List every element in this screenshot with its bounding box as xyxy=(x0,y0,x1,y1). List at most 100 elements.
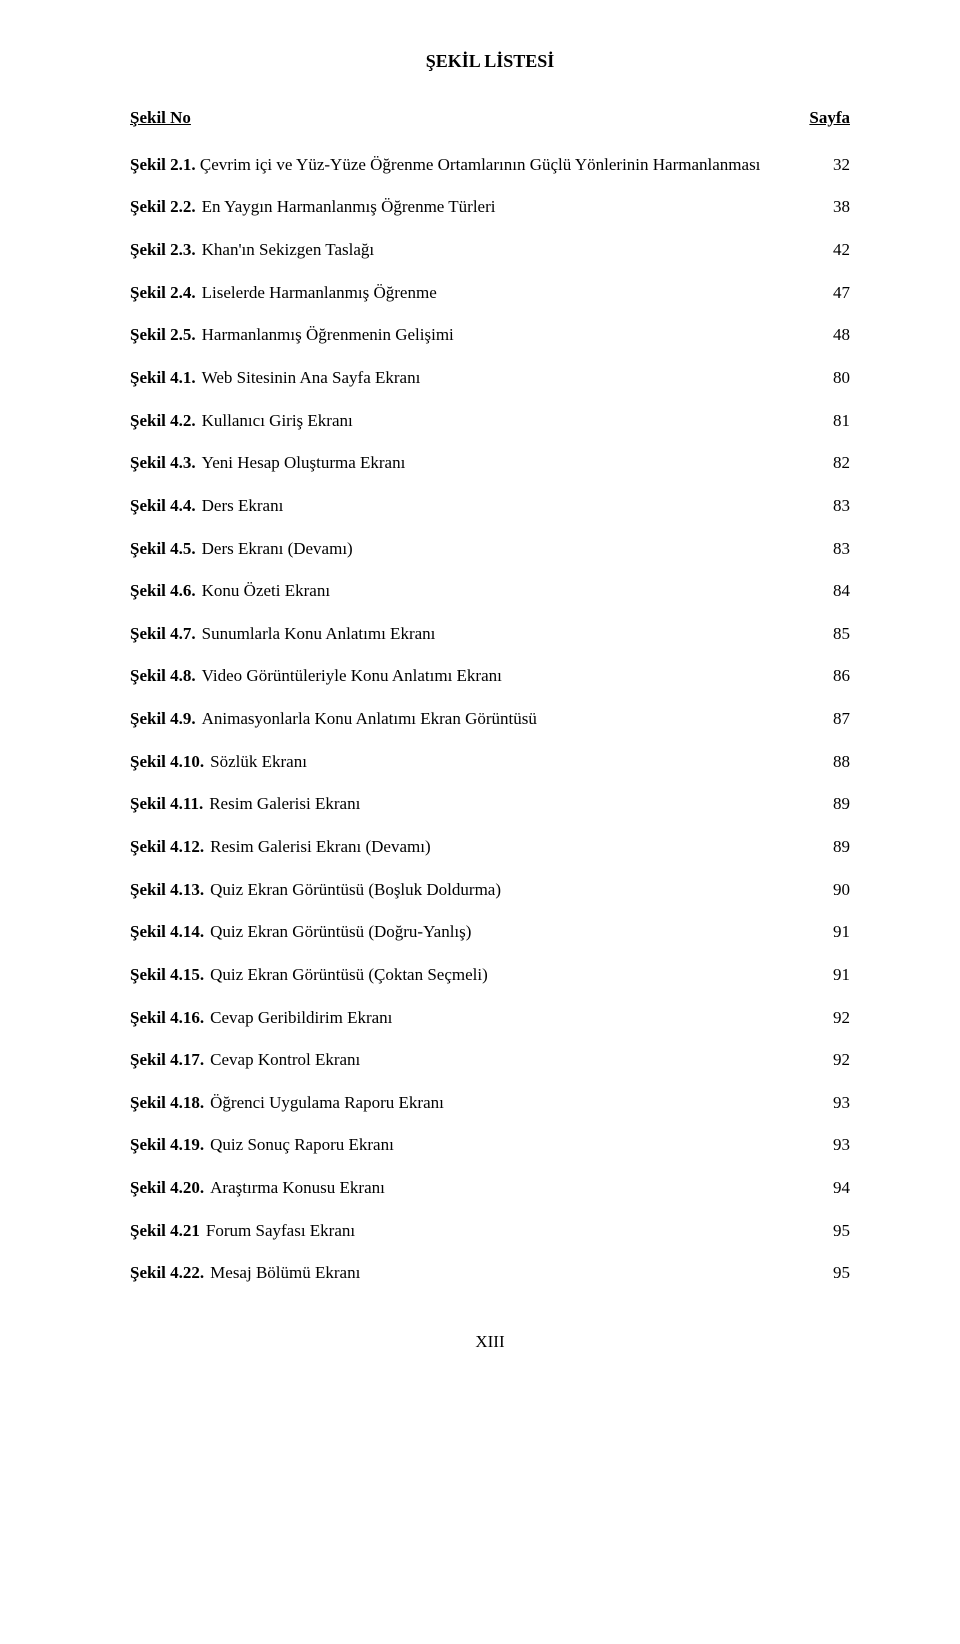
entry-page: 90 xyxy=(823,878,850,903)
list-item: Şekil 4.13.Quiz Ekran Görüntüsü (Boşluk … xyxy=(130,878,850,903)
entry-desc: Sunumlarla Konu Anlatımı Ekranı xyxy=(202,622,436,647)
entry-label: Şekil 4.20.Araştırma Konusu Ekranı xyxy=(130,1176,823,1201)
list-item: Şekil 4.10.Sözlük Ekranı88 xyxy=(130,750,850,775)
entry-desc: Ders Ekranı (Devamı) xyxy=(202,537,353,562)
entry-key: Şekil 4.4. xyxy=(130,494,196,519)
list-item: Şekil 2.3.Khan'ın Sekizgen Taslağı42 xyxy=(130,238,850,263)
list-item: Şekil 4.15.Quiz Ekran Görüntüsü (Çoktan … xyxy=(130,963,850,988)
list-item: Şekil 4.21Forum Sayfası Ekranı95 xyxy=(130,1219,850,1244)
list-item: Şekil 2.5.Harmanlanmış Öğrenmenin Gelişi… xyxy=(130,323,850,348)
entry-page: 91 xyxy=(823,920,850,945)
list-item: Şekil 4.18.Öğrenci Uygulama Raporu Ekran… xyxy=(130,1091,850,1116)
entry-page: 92 xyxy=(823,1006,850,1031)
entry-label: Şekil 4.5.Ders Ekranı (Devamı) xyxy=(130,537,823,562)
entry-desc: Araştırma Konusu Ekranı xyxy=(210,1176,385,1201)
entry-key: Şekil 4.11. xyxy=(130,792,203,817)
entry-key: Şekil 2.5. xyxy=(130,323,196,348)
list-item: Şekil 2.1. Çevrim içi ve Yüz-Yüze Öğrenm… xyxy=(130,153,850,178)
entry-label: Şekil 4.12.Resim Galerisi Ekranı (Devamı… xyxy=(130,835,823,860)
entry-desc: Sözlük Ekranı xyxy=(210,750,307,775)
entry-key: Şekil 4.1. xyxy=(130,366,196,391)
entry-label: Şekil 4.11.Resim Galerisi Ekranı xyxy=(130,792,823,817)
entry-label: Şekil 4.18.Öğrenci Uygulama Raporu Ekran… xyxy=(130,1091,823,1116)
page-number: XIII xyxy=(130,1330,850,1355)
entry-key: Şekil 4.2. xyxy=(130,409,196,434)
list-item: Şekil 4.17.Cevap Kontrol Ekranı92 xyxy=(130,1048,850,1073)
figure-list: Şekil 2.1. Çevrim içi ve Yüz-Yüze Öğrenm… xyxy=(130,153,850,1286)
entry-label: Şekil 2.4.Liselerde Harmanlanmış Öğrenme xyxy=(130,281,823,306)
list-item: Şekil 4.20.Araştırma Konusu Ekranı94 xyxy=(130,1176,850,1201)
entry-desc: Çevrim içi ve Yüz-Yüze Öğrenme Ortamları… xyxy=(196,155,761,174)
list-item: Şekil 2.2.En Yaygın Harmanlanmış Öğrenme… xyxy=(130,195,850,220)
entry-label: Şekil 2.5.Harmanlanmış Öğrenmenin Gelişi… xyxy=(130,323,823,348)
entry-label: Şekil 4.6.Konu Özeti Ekranı xyxy=(130,579,823,604)
entry-page: 42 xyxy=(823,238,850,263)
entry-key: Şekil 4.6. xyxy=(130,579,196,604)
entry-desc: Ders Ekranı xyxy=(202,494,284,519)
entry-desc: Yeni Hesap Oluşturma Ekranı xyxy=(202,451,406,476)
entry-page: 93 xyxy=(823,1091,850,1116)
entry-page: 84 xyxy=(823,579,850,604)
list-item: Şekil 4.9.Animasyonlarla Konu Anlatımı E… xyxy=(130,707,850,732)
list-item: Şekil 4.12.Resim Galerisi Ekranı (Devamı… xyxy=(130,835,850,860)
entry-page: 85 xyxy=(823,622,850,647)
entry-desc: Resim Galerisi Ekranı xyxy=(209,792,360,817)
entry-key: Şekil 4.21 xyxy=(130,1219,200,1244)
entry-page: 47 xyxy=(823,281,850,306)
entry-label: Şekil 4.8.Video Görüntüleriyle Konu Anla… xyxy=(130,664,823,689)
entry-key: Şekil 4.16. xyxy=(130,1006,204,1031)
list-item: Şekil 4.1.Web Sitesinin Ana Sayfa Ekranı… xyxy=(130,366,850,391)
entry-key: Şekil 4.7. xyxy=(130,622,196,647)
entry-page: 87 xyxy=(823,707,850,732)
entry-desc: Resim Galerisi Ekranı (Devamı) xyxy=(210,835,430,860)
entry-key: Şekil 4.3. xyxy=(130,451,196,476)
entry-page: 82 xyxy=(823,451,850,476)
entry-label: Şekil 4.9.Animasyonlarla Konu Anlatımı E… xyxy=(130,707,823,732)
list-item: Şekil 4.7.Sunumlarla Konu Anlatımı Ekran… xyxy=(130,622,850,647)
entry-desc: Khan'ın Sekizgen Taslağı xyxy=(202,238,374,263)
list-item: Şekil 4.2.Kullanıcı Giriş Ekranı81 xyxy=(130,409,850,434)
entry-key: Şekil 4.15. xyxy=(130,963,204,988)
entry-desc: Cevap Kontrol Ekranı xyxy=(210,1048,360,1073)
entry-label: Şekil 4.2.Kullanıcı Giriş Ekranı xyxy=(130,409,823,434)
entry-key: Şekil 4.19. xyxy=(130,1133,204,1158)
list-item: Şekil 4.3.Yeni Hesap Oluşturma Ekranı82 xyxy=(130,451,850,476)
entry-key: Şekil 4.13. xyxy=(130,878,204,903)
entry-label: Şekil 4.19.Quiz Sonuç Raporu Ekranı xyxy=(130,1133,823,1158)
entry-page: 89 xyxy=(823,792,850,817)
entry-label: Şekil 4.14.Quiz Ekran Görüntüsü (Doğru-Y… xyxy=(130,920,823,945)
entry-page: 89 xyxy=(823,835,850,860)
entry-desc: Animasyonlarla Konu Anlatımı Ekran Görün… xyxy=(202,707,537,732)
entry-desc: En Yaygın Harmanlanmış Öğrenme Türleri xyxy=(202,195,496,220)
entry-label: Şekil 4.3.Yeni Hesap Oluşturma Ekranı xyxy=(130,451,823,476)
entry-key: Şekil 4.22. xyxy=(130,1261,204,1286)
entry-page: 81 xyxy=(823,409,850,434)
entry-page: 48 xyxy=(823,323,850,348)
entry-desc: Video Görüntüleriyle Konu Anlatımı Ekran… xyxy=(202,664,502,689)
entry-page: 92 xyxy=(823,1048,850,1073)
entry-key: Şekil 4.14. xyxy=(130,920,204,945)
entry-desc: Harmanlanmış Öğrenmenin Gelişimi xyxy=(202,323,454,348)
header-right: Sayfa xyxy=(809,106,850,131)
header-left: Şekil No xyxy=(130,106,191,131)
entry-page: 93 xyxy=(823,1133,850,1158)
list-item: Şekil 4.6.Konu Özeti Ekranı84 xyxy=(130,579,850,604)
entry-page: 32 xyxy=(823,153,850,178)
entry-desc: Quiz Ekran Görüntüsü (Çoktan Seçmeli) xyxy=(210,963,488,988)
list-item: Şekil 4.11.Resim Galerisi Ekranı89 xyxy=(130,792,850,817)
entry-label: Şekil 4.16.Cevap Geribildirim Ekranı xyxy=(130,1006,823,1031)
page-title: ŞEKİL LİSTESİ xyxy=(130,48,850,74)
entry-page: 88 xyxy=(823,750,850,775)
list-item: Şekil 4.8.Video Görüntüleriyle Konu Anla… xyxy=(130,664,850,689)
entry-desc: Liselerde Harmanlanmış Öğrenme xyxy=(202,281,437,306)
entry-key: Şekil 2.1. xyxy=(130,155,196,174)
entry-label: Şekil 4.22.Mesaj Bölümü Ekranı xyxy=(130,1261,823,1286)
entry-desc: Forum Sayfası Ekranı xyxy=(206,1219,355,1244)
entry-page: 86 xyxy=(823,664,850,689)
list-item: Şekil 4.14.Quiz Ekran Görüntüsü (Doğru-Y… xyxy=(130,920,850,945)
entry-label: Şekil 4.1.Web Sitesinin Ana Sayfa Ekranı xyxy=(130,366,823,391)
entry-label: Şekil 4.15.Quiz Ekran Görüntüsü (Çoktan … xyxy=(130,963,823,988)
entry-desc: Cevap Geribildirim Ekranı xyxy=(210,1006,392,1031)
entry-desc: Web Sitesinin Ana Sayfa Ekranı xyxy=(202,366,421,391)
entry-key: Şekil 4.20. xyxy=(130,1176,204,1201)
